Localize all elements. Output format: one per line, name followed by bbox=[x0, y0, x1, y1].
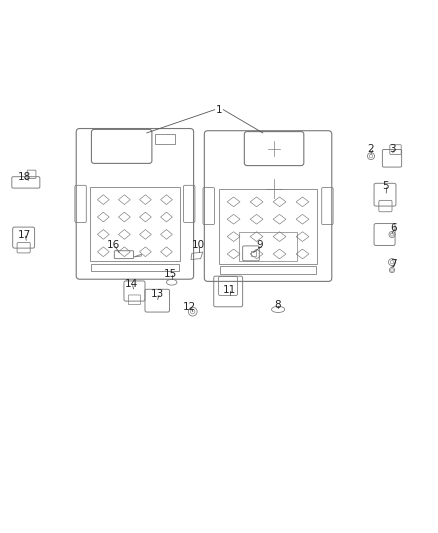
Text: 7: 7 bbox=[390, 260, 397, 269]
Text: 11: 11 bbox=[223, 285, 236, 295]
Bar bbox=[239, 232, 297, 261]
Bar bbox=[220, 266, 316, 273]
Bar bbox=[155, 134, 175, 144]
Text: 9: 9 bbox=[257, 240, 264, 251]
Text: 6: 6 bbox=[390, 223, 397, 233]
Text: 13: 13 bbox=[151, 289, 164, 299]
Bar bbox=[251, 251, 256, 256]
Text: 18: 18 bbox=[18, 172, 31, 182]
Bar bbox=[91, 264, 179, 271]
Bar bbox=[219, 189, 318, 263]
Text: 17: 17 bbox=[18, 230, 31, 240]
Text: 8: 8 bbox=[274, 300, 281, 310]
Text: 12: 12 bbox=[183, 302, 196, 312]
Text: 5: 5 bbox=[382, 181, 389, 191]
Text: 15: 15 bbox=[164, 269, 177, 279]
Text: 14: 14 bbox=[125, 279, 138, 289]
Text: 16: 16 bbox=[107, 240, 120, 251]
Text: 2: 2 bbox=[367, 144, 374, 154]
Text: 10: 10 bbox=[191, 240, 205, 251]
Text: 1: 1 bbox=[215, 104, 223, 115]
Text: 3: 3 bbox=[389, 144, 396, 154]
Bar bbox=[90, 187, 180, 261]
